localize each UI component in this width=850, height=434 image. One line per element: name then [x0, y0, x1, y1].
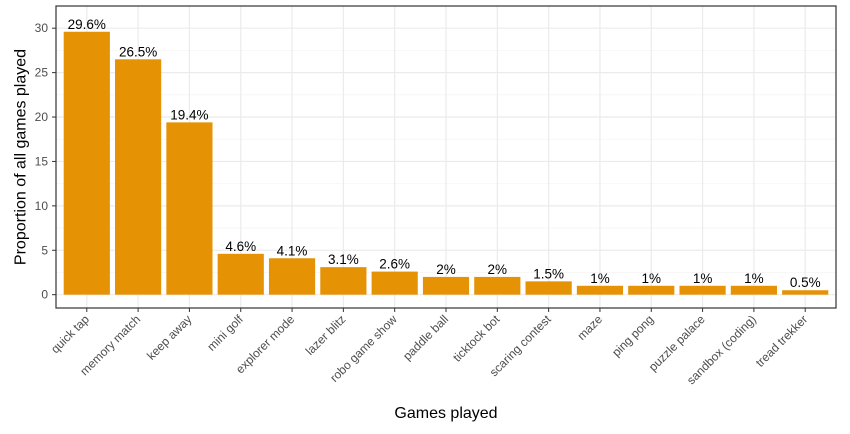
x-tick-label: mini golf [204, 312, 246, 354]
bar-value-label: 2.6% [379, 257, 410, 272]
y-tick-label: 10 [35, 199, 49, 213]
bar [217, 253, 264, 295]
bar-value-label: 2% [488, 262, 508, 277]
bar [628, 285, 675, 295]
bar-value-label: 0.5% [790, 275, 821, 290]
x-tick-label: maze [574, 312, 605, 343]
bar [63, 31, 110, 295]
bar-value-label: 1% [642, 271, 662, 286]
bar [474, 276, 521, 295]
x-axis-title: Games played [394, 405, 497, 422]
bars [63, 31, 829, 295]
x-tick-label: keep away [144, 312, 194, 362]
x-tick-label: tread trekker [753, 312, 811, 370]
bar-value-label: 2% [436, 262, 456, 277]
x-tick-label: quick tap [48, 312, 92, 356]
x-tick-label: paddle ball [400, 312, 451, 363]
bar [576, 285, 624, 295]
bar [422, 276, 470, 295]
y-tick-label: 20 [35, 110, 49, 124]
bar [371, 271, 418, 295]
bar [679, 285, 726, 295]
bar [166, 122, 213, 295]
x-tick-label: ticktock bot [450, 312, 503, 365]
bar [320, 267, 367, 295]
bar [782, 290, 829, 295]
y-tick-label: 0 [41, 288, 48, 302]
bar-value-label: 1% [693, 271, 713, 286]
bar-value-label: 1% [744, 271, 764, 286]
y-axis: 0 5 10 15 20 25 30 [35, 21, 56, 302]
data-labels: 29.6% 26.5% 19.4% 4.6% 4.1% 3.1% 2.6% 2% 2% 1.5% 1… [68, 17, 821, 290]
bar-value-label: 1% [590, 271, 610, 286]
y-tick-label: 5 [41, 243, 48, 257]
bar-value-label: 3.1% [328, 252, 359, 267]
y-axis-title: Proportion of all games played [13, 49, 30, 265]
y-tick-label: 25 [35, 66, 49, 80]
bar-value-label: 4.1% [277, 243, 308, 258]
bar [525, 281, 572, 295]
bar-value-label: 4.6% [225, 239, 256, 254]
y-tick-label: 15 [35, 154, 49, 168]
bar [268, 258, 316, 295]
x-tick-label: ping pong [609, 312, 656, 359]
y-tick-label: 30 [35, 21, 49, 35]
bar-value-label: 19.4% [170, 107, 208, 122]
bar-value-label: 29.6% [68, 17, 106, 32]
bar-value-label: 26.5% [119, 44, 157, 59]
bar [115, 59, 162, 295]
x-tick-label: lazer blitz [303, 312, 349, 358]
bar [730, 285, 777, 295]
bar-value-label: 1.5% [533, 266, 564, 281]
